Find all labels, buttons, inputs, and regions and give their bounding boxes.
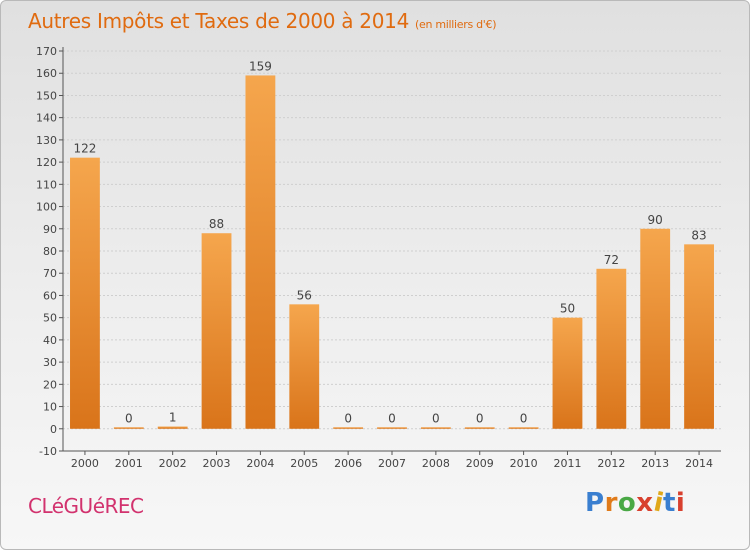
y-tick-label: 130 <box>36 134 57 147</box>
x-tick-label-2006: 2006 <box>334 457 362 470</box>
x-tick-label-2009: 2009 <box>466 457 494 470</box>
y-tick-label: 40 <box>43 334 57 347</box>
data-label-2005: 56 <box>297 288 312 302</box>
bar-2006 <box>333 427 364 429</box>
proxiti-logo[interactable]: Proxiti <box>585 487 686 518</box>
y-tick-label: 50 <box>43 312 57 325</box>
data-label-2014: 83 <box>691 228 706 242</box>
y-tick-label: 110 <box>36 178 57 191</box>
x-tick-label-2010: 2010 <box>510 457 538 470</box>
bar-2004 <box>245 75 276 429</box>
bar-2001 <box>113 427 144 429</box>
chart-unit: (en milliers d'€) <box>415 18 497 31</box>
x-tick-label-2012: 2012 <box>597 457 625 470</box>
logo-letter: x <box>636 488 654 518</box>
y-tick-label: 100 <box>36 201 57 214</box>
chart-title: Autres Impôts et Taxes de 2000 à 2014 (en… <box>28 9 496 33</box>
data-label-2006: 0 <box>344 411 352 425</box>
y-tick-label: 0 <box>50 423 57 436</box>
bar-2014 <box>684 244 714 429</box>
x-tick-label-2013: 2013 <box>641 457 669 470</box>
commune-name: CLéGUéREC <box>28 494 144 518</box>
logo-letter: i <box>675 488 686 518</box>
data-label-2007: 0 <box>388 411 396 425</box>
data-label-2009: 0 <box>476 411 484 425</box>
data-label-2003: 88 <box>209 217 224 231</box>
bar-2010 <box>508 427 539 429</box>
logo-letter: r <box>604 488 618 518</box>
chart-title-text: Autres Impôts et Taxes de 2000 à 2014 <box>28 9 409 33</box>
y-tick-label: -10 <box>39 445 57 458</box>
bar-2002 <box>157 426 188 429</box>
x-tick-label-2001: 2001 <box>115 457 143 470</box>
data-label-2001: 0 <box>125 411 133 425</box>
x-tick-label-2005: 2005 <box>290 457 318 470</box>
bar-2005 <box>289 304 320 429</box>
bar-2008 <box>420 427 451 429</box>
data-label-2010: 0 <box>520 411 528 425</box>
data-label-2004: 159 <box>249 59 272 73</box>
bar-2011 <box>552 317 583 429</box>
y-tick-label: 120 <box>36 156 57 169</box>
data-label-2008: 0 <box>432 411 440 425</box>
y-tick-label: 140 <box>36 112 57 125</box>
y-tick-label: 70 <box>43 267 57 280</box>
logo-letter: o <box>617 488 637 518</box>
x-tick-label-2002: 2002 <box>159 457 187 470</box>
bar-2007 <box>377 427 407 429</box>
bar-2013 <box>640 228 671 429</box>
y-tick-label: 160 <box>36 67 57 80</box>
data-label-2012: 72 <box>604 253 619 267</box>
data-labels: 122 0 1 88 159 56 0 0 0 0 0 50 72 90 83 <box>73 59 706 425</box>
y-tick-label: 80 <box>43 245 57 258</box>
x-tick-label-2014: 2014 <box>685 457 713 470</box>
x-tick-label-2000: 2000 <box>71 457 99 470</box>
y-tick-label: 20 <box>43 378 57 391</box>
y-tick-label: 30 <box>43 356 57 369</box>
bar-2012 <box>596 268 627 429</box>
x-tick-label-2004: 2004 <box>246 457 274 470</box>
bar-2000 <box>70 157 100 429</box>
data-label-2002: 1 <box>169 411 177 425</box>
y-tick-label: 60 <box>43 289 57 302</box>
x-tick-label-2007: 2007 <box>378 457 406 470</box>
bars <box>70 75 714 429</box>
data-label-2000: 122 <box>73 142 96 156</box>
logo-letter: t <box>662 488 676 518</box>
x-tick-label-2003: 2003 <box>203 457 231 470</box>
y-tick-label: 10 <box>43 401 57 414</box>
bar-2009 <box>464 427 495 429</box>
bar-2003 <box>201 233 232 429</box>
data-label-2013: 90 <box>648 213 663 227</box>
y-tick-label: 150 <box>36 89 57 102</box>
data-label-2011: 50 <box>560 302 575 316</box>
x-tick-label-2008: 2008 <box>422 457 450 470</box>
x-tick-labels: 2000 2001 2002 2003 2004 2005 2006 2007 2008 2009… <box>71 457 713 470</box>
y-tick-label: 170 <box>36 45 57 58</box>
y-tick-label: 90 <box>43 223 57 236</box>
logo-letter: P <box>585 488 605 518</box>
x-tick-label-2011: 2011 <box>553 457 581 470</box>
y-tick-labels: -10 0 10 20 30 40 50 60 70 80 90 100 110 120 130 140 150… <box>36 45 57 458</box>
axes <box>59 47 721 455</box>
